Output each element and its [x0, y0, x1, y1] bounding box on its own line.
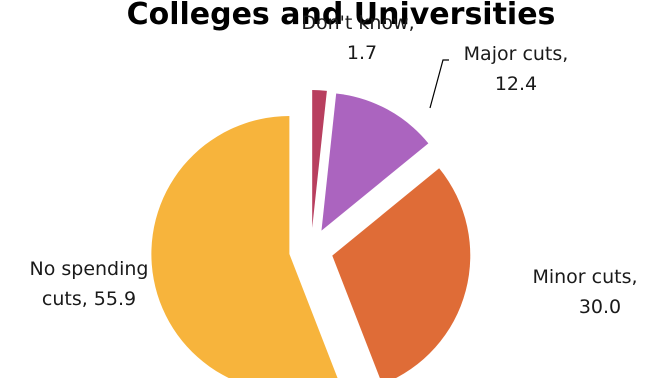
pie-slice-minor-cuts [332, 168, 471, 378]
data-label-minor-cuts-line-1: Minor cuts, [532, 266, 637, 288]
data-label-minor-cuts-line-2: 30.0 [579, 296, 621, 318]
leader-lines [429, 59, 449, 109]
data-label-major-cuts-line-1: Major cuts, [464, 43, 569, 65]
slices-layer [151, 90, 471, 378]
chart-title: Colleges and Universities [127, 0, 556, 32]
data-label-dont-know-line-2: 1.7 [347, 42, 377, 64]
data-label-major-cuts-line-2: 12.4 [495, 73, 537, 95]
data-label-no-spending-cuts-line-1: No spending [29, 258, 148, 280]
pie-slice-major-cuts [321, 93, 429, 231]
data-labels: Don't know, 1.7 Major cuts, 12.4 Minor cuts,… [29, 12, 637, 318]
data-label-dont-know-line-1: Don't know, [301, 12, 414, 34]
pie-slice-no-spending-cuts [151, 116, 338, 378]
pie-slice-dont-know [312, 90, 327, 229]
data-label-no-spending-cuts-line-2: cuts, 55.9 [42, 288, 136, 310]
leader-line-major-cuts [429, 59, 449, 109]
